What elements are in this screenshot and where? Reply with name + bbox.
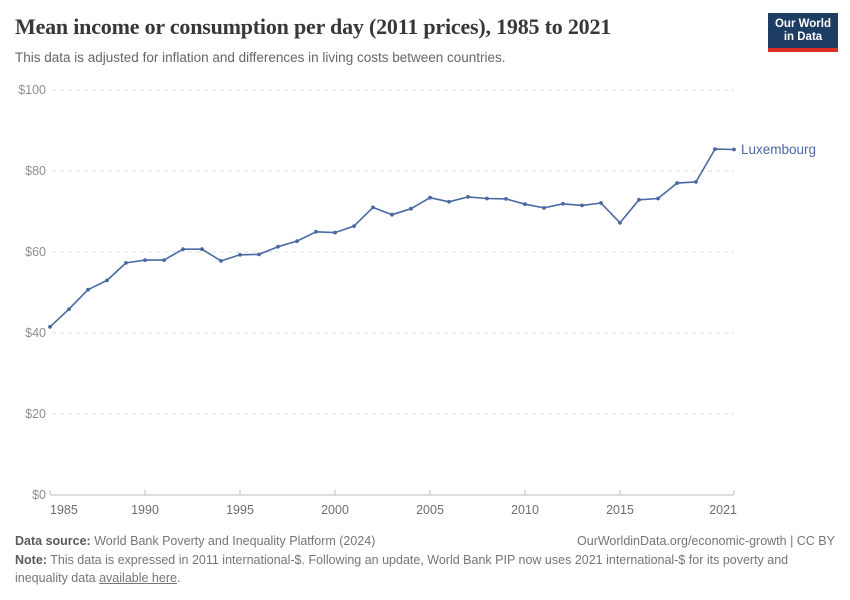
data-point-marker xyxy=(409,206,413,211)
attribution[interactable]: OurWorldinData.org/economic-growth | CC … xyxy=(577,534,835,548)
note-link[interactable]: available here xyxy=(99,570,177,585)
chart-footer: Data source: World Bank Poverty and Ineq… xyxy=(15,534,835,587)
y-tick-label: $20 xyxy=(25,407,46,421)
data-point-marker xyxy=(428,195,432,200)
data-point-marker xyxy=(675,181,679,186)
data-point-marker xyxy=(314,229,318,234)
data-point-marker xyxy=(599,201,603,205)
data-point-marker xyxy=(713,147,717,152)
data-point-marker xyxy=(238,252,242,257)
data-point-marker xyxy=(732,147,736,152)
chart-subtitle: This data is adjusted for inflation and … xyxy=(15,50,506,65)
y-tick-label: $40 xyxy=(25,326,46,340)
data-point-marker xyxy=(219,259,223,263)
data-point-marker xyxy=(200,247,204,252)
owid-logo-line2: in Data xyxy=(783,31,823,43)
data-point-marker xyxy=(295,239,299,244)
note-suffix: . xyxy=(176,570,181,585)
data-point-marker xyxy=(105,278,109,283)
data-point-marker xyxy=(504,197,508,201)
chart-line-luxembourg[interactable] xyxy=(49,148,735,328)
chart-note: Note: This data is expressed in 2011 int… xyxy=(15,552,831,587)
data-source-line: Data source: World Bank Poverty and Ineq… xyxy=(15,534,375,548)
owid-logo[interactable]: Our World in Data xyxy=(768,13,838,52)
note-label: Note: xyxy=(15,553,47,567)
x-tick-label: 2015 xyxy=(606,503,634,517)
data-point-marker xyxy=(371,205,375,210)
data-point-marker xyxy=(67,307,71,311)
attribution-link[interactable]: OurWorldinData.org/economic-growth | CC … xyxy=(577,534,835,548)
data-point-marker xyxy=(447,199,451,204)
y-tick-label: $60 xyxy=(25,245,46,259)
data-point-marker xyxy=(561,201,565,206)
data-point-marker xyxy=(694,180,698,184)
data-source-label: Data source: xyxy=(15,534,91,548)
x-tick-label: 1985 xyxy=(50,503,78,517)
page-title: Mean income or consumption per day (2011… xyxy=(15,14,612,39)
x-tick-label: 2005 xyxy=(416,503,444,517)
y-tick-label: $0 xyxy=(32,488,46,502)
data-point-marker xyxy=(257,252,261,257)
data-point-marker xyxy=(124,261,128,265)
data-point-marker xyxy=(466,195,470,199)
data-point-marker xyxy=(523,202,527,207)
owid-logo-line1: Our World xyxy=(774,18,831,30)
x-tick-label: 1995 xyxy=(226,503,254,517)
data-point-marker xyxy=(276,244,280,249)
data-point-marker xyxy=(618,220,622,225)
data-point-marker xyxy=(333,230,337,235)
data-point-marker xyxy=(390,212,394,217)
x-tick-label: 2010 xyxy=(511,503,539,517)
data-point-marker xyxy=(143,258,147,262)
data-point-marker xyxy=(542,206,546,210)
y-tick-label: $100 xyxy=(18,83,46,97)
series-end-label[interactable]: Luxembourg xyxy=(741,142,816,157)
x-tick-label: 1990 xyxy=(131,503,159,517)
data-point-marker xyxy=(580,203,584,208)
data-source-text: World Bank Poverty and Inequality Platfo… xyxy=(94,534,376,548)
data-point-marker xyxy=(637,197,641,202)
data-point-marker xyxy=(181,247,185,252)
data-point-marker xyxy=(48,325,52,329)
data-point-marker xyxy=(656,196,660,201)
data-point-marker xyxy=(86,287,90,292)
y-tick-label: $80 xyxy=(25,164,46,178)
data-point-marker xyxy=(162,258,166,262)
data-point-marker xyxy=(352,224,356,229)
note-text: This data is expressed in 2011 internati… xyxy=(15,553,789,585)
x-tick-label: 2000 xyxy=(321,503,349,517)
data-point-marker xyxy=(485,196,489,201)
x-tick-label: 2021 xyxy=(709,503,737,517)
